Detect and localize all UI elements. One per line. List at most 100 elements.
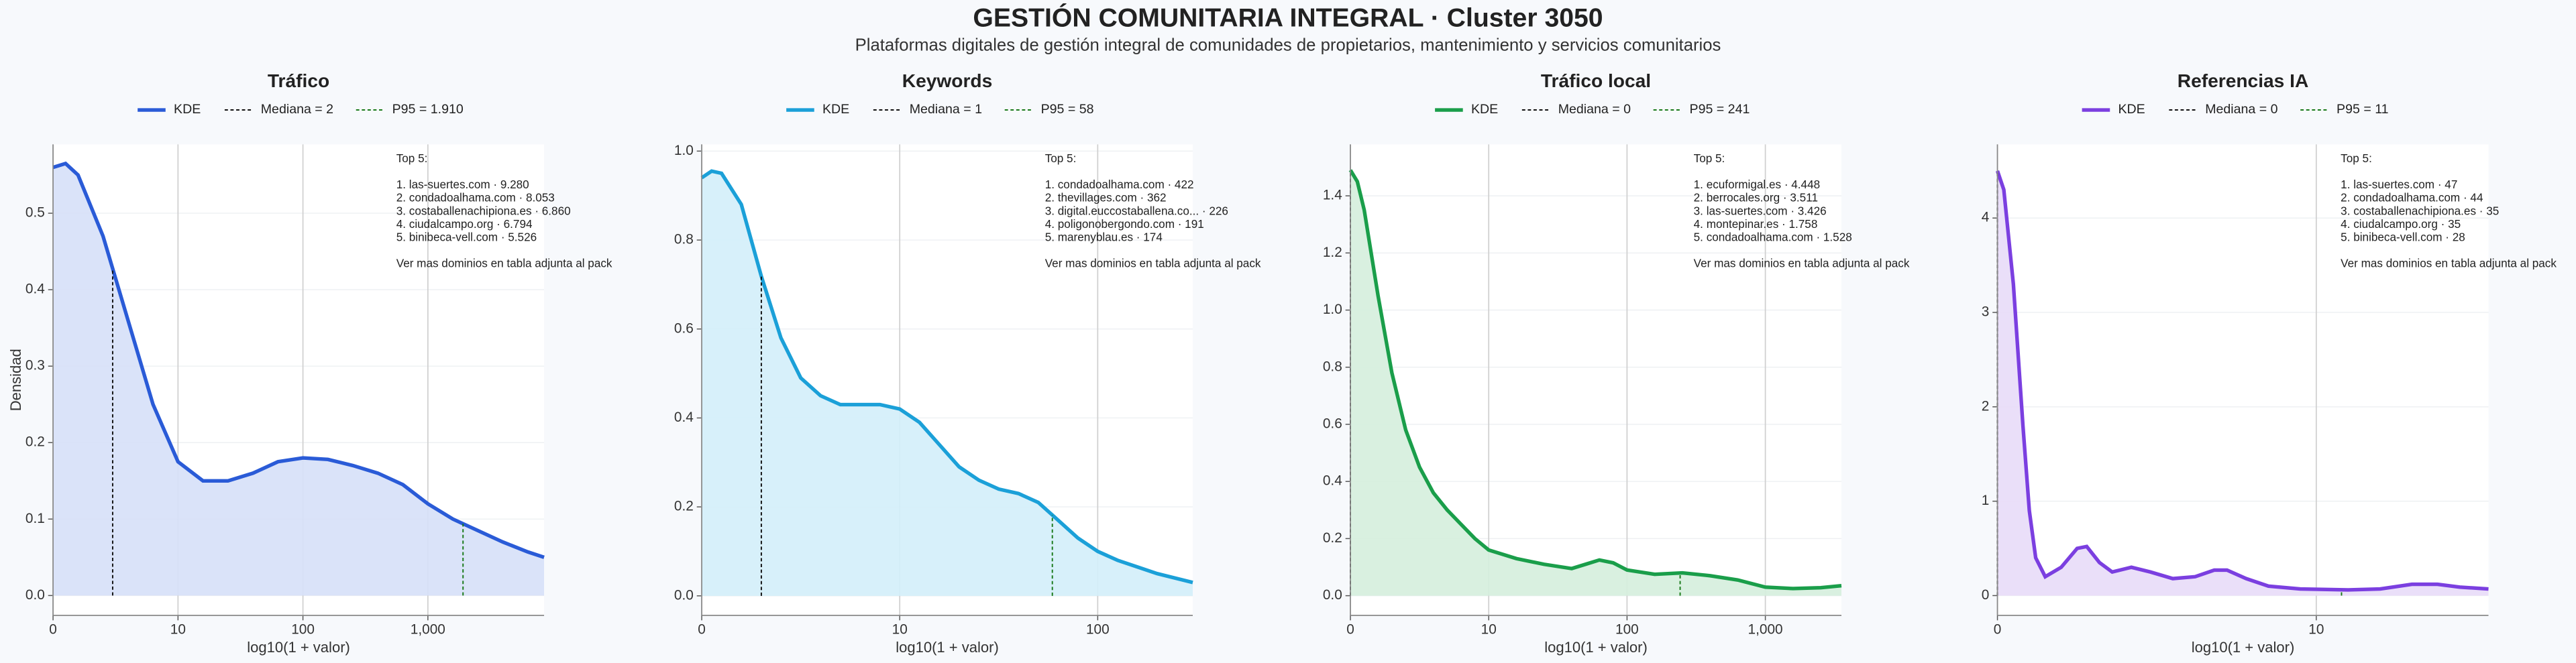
annotation-item: 5. binibeca-vell.com · 5.526 [396, 230, 537, 243]
annotation-item: 4. ciudalcampo.org · 6.794 [396, 217, 533, 231]
x-tick-label: 100 [291, 622, 315, 638]
legend-label: KDE [2118, 102, 2145, 117]
panel: Tráfico local 0.0 0.2 0.4 0.6 0.8 1.0 1.2 1.4 0 10… [1323, 70, 1910, 656]
annotation-footer: Ver mas dominios en tabla adjunta al pac… [1694, 257, 1910, 270]
legend-label: P95 = 1.910 [392, 102, 464, 117]
annotation-item: 2. berrocales.org · 3.511 [1694, 191, 1818, 204]
annotation-item: 5. condadoalhama.com · 1.528 [1694, 230, 1852, 243]
x-axis-label: log10(1 + valor) [896, 639, 999, 656]
panel-title: Keywords [902, 70, 993, 91]
annotation-item: 3. costaballenachipiona.es · 6.860 [396, 204, 571, 217]
annotation-item: 3. las-suertes.com · 3.426 [1694, 204, 1827, 217]
y-tick-label: 0.0 [25, 587, 45, 603]
annotation-footer: Ver mas dominios en tabla adjunta al pac… [1045, 257, 1261, 270]
annotation-item: 1. condadoalhama.com · 422 [1045, 178, 1194, 191]
legend-label: P95 = 11 [2337, 102, 2388, 117]
x-tick-label: 0 [1994, 622, 2002, 638]
panel: Tráfico 0.0 0.1 0.2 0.3 0.4 0.5 0 10 100 1,000 log1… [7, 70, 612, 656]
annotation-item: 2. thevillages.com · 362 [1045, 191, 1167, 204]
y-tick-label: 0.2 [674, 499, 694, 514]
y-tick-label: 4 [1982, 210, 1990, 225]
annotation-item: 5. binibeca-vell.com · 28 [2341, 230, 2465, 243]
panel-title: Tráfico [268, 70, 329, 91]
x-tick-label: 0 [49, 622, 57, 638]
legend-label: KDE [822, 102, 849, 117]
kde-line [1995, 170, 2489, 592]
y-tick-label: 0.5 [25, 205, 45, 221]
x-tick-label: 0 [1346, 622, 1354, 638]
y-tick-label: 0.0 [674, 587, 694, 603]
legend-label: Mediana = 0 [2205, 102, 2277, 117]
y-tick-label: 1.0 [674, 143, 694, 158]
annotation-item: 4. ciudalcampo.org · 35 [2341, 217, 2461, 231]
x-tick-label: 10 [170, 622, 186, 638]
legend-label: Mediana = 2 [261, 102, 333, 117]
x-tick-label: 0 [698, 622, 706, 638]
annotation-item: 1. las-suertes.com · 9.280 [396, 178, 529, 191]
panel: Referencias IA 0 1 2 3 4 0 10 log10(1 + valor) KD… [1982, 70, 2557, 656]
y-tick-label: 0.2 [1323, 530, 1342, 546]
annotation-heading: Top 5: [2341, 152, 2372, 165]
y-tick-label: 0.4 [674, 410, 694, 425]
y-tick-label: 1.4 [1323, 188, 1342, 203]
annotation-item: 3. costaballenachipiona.es · 35 [2341, 204, 2499, 217]
y-tick-label: 1.0 [1323, 302, 1342, 317]
legend-label: P95 = 241 [1690, 102, 1750, 117]
page-title: GESTIÓN COMUNITARIA INTEGRAL · Cluster 3… [973, 3, 1603, 33]
x-axis-label: log10(1 + valor) [2192, 639, 2295, 656]
y-axis-label: Densidad [7, 349, 24, 411]
legend-label: Mediana = 1 [910, 102, 982, 117]
y-tick-label: 1 [1982, 493, 1990, 508]
x-tick-label: 100 [1615, 622, 1639, 638]
panel-title: Referencias IA [2178, 70, 2309, 91]
x-axis-label: log10(1 + valor) [247, 639, 350, 656]
annotation-heading: Top 5: [1045, 152, 1077, 165]
annotation-heading: Top 5: [396, 152, 428, 165]
annotation-item: 2. condadoalhama.com · 44 [2341, 191, 2483, 204]
legend-label: KDE [174, 102, 201, 117]
x-tick-label: 10 [1481, 622, 1497, 638]
y-tick-label: 0.8 [674, 232, 694, 247]
plot-area [1997, 144, 2489, 616]
annotation-item: 1. ecuformigal.es · 4.448 [1694, 178, 1820, 191]
kde-line [1348, 169, 1842, 591]
y-tick-label: 1.2 [1323, 245, 1342, 260]
kde-area [1350, 170, 1841, 596]
x-axis-label: log10(1 + valor) [1544, 639, 1648, 656]
legend-label: P95 = 58 [1041, 102, 1094, 117]
panel: Keywords 0.0 0.2 0.4 0.6 0.8 1.0 0 10 100 log10(1 … [674, 70, 1261, 656]
y-tick-label: 0.6 [674, 320, 694, 336]
kde-area [702, 171, 1193, 596]
annotation-item: 2. condadoalhama.com · 8.053 [396, 191, 555, 204]
y-tick-label: 0.1 [25, 511, 45, 526]
y-tick-label: 3 [1982, 304, 1990, 320]
y-tick-label: 2 [1982, 398, 1990, 414]
page-subtitle: Plataformas digitales de gestión integra… [855, 36, 1721, 54]
kde-area [53, 163, 545, 596]
annotation-item: 3. digital.euccostaballena.co... · 226 [1045, 204, 1228, 217]
x-tick-label: 10 [892, 622, 908, 638]
x-tick-label: 1,000 [411, 622, 445, 638]
x-tick-label: 100 [1086, 622, 1110, 638]
annotation-footer: Ver mas dominios en tabla adjunta al pac… [396, 257, 612, 270]
y-tick-label: 0.4 [1323, 473, 1342, 489]
annotation-item: 5. marenyblau.es · 174 [1045, 230, 1163, 243]
kde-line [700, 169, 1193, 585]
x-tick-label: 1,000 [1748, 622, 1783, 638]
annotation-heading: Top 5: [1694, 152, 1725, 165]
legend-label: Mediana = 0 [1558, 102, 1631, 117]
y-tick-label: 0 [1982, 587, 1990, 603]
legend-label: KDE [1471, 102, 1498, 117]
y-tick-label: 0.0 [1323, 587, 1342, 603]
annotation-footer: Ver mas dominios en tabla adjunta al pac… [2341, 257, 2557, 270]
annotation-item: 1. las-suertes.com · 47 [2341, 178, 2457, 191]
y-tick-label: 0.4 [25, 282, 45, 297]
annotation-item: 4. poligonobergondo.com · 191 [1045, 217, 1204, 231]
panel-title: Tráfico local [1541, 70, 1651, 91]
x-tick-label: 10 [2308, 622, 2324, 638]
y-tick-label: 0.3 [25, 358, 45, 373]
y-tick-label: 0.6 [1323, 416, 1342, 431]
y-tick-label: 0.2 [25, 434, 45, 450]
kde-line [52, 161, 545, 559]
